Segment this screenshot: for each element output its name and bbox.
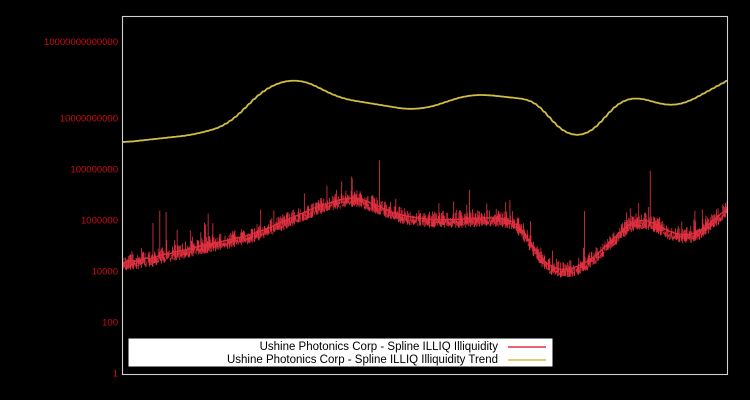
y-tick-label: 1 [113, 369, 118, 380]
chart-legend[interactable]: Ushine Photonics Corp - Spline ILLIQ Ill… [127, 337, 554, 368]
y-tick-label: 100000000 [70, 165, 118, 176]
legend-label: Ushine Photonics Corp - Spline ILLIQ Ill… [227, 354, 498, 366]
legend-background [127, 337, 554, 368]
legend-label: Ushine Photonics Corp - Spline ILLIQ Ill… [260, 341, 499, 353]
y-tick-label: 100 [102, 318, 118, 329]
series-illiquidity-trend [122, 79, 728, 143]
y-tick-label: 10000000000 [60, 114, 118, 125]
y-tick-label: 10000000000000 [44, 37, 118, 48]
y-tick-label: 1000000 [81, 216, 118, 227]
series-illiquidity-spine [122, 197, 728, 271]
y-axis-tick-labels: 10000000000000 10000000000 100000000 100000… [44, 37, 118, 380]
y-tick-label: 10000 [92, 267, 118, 278]
plot-frame [121, 15, 729, 376]
